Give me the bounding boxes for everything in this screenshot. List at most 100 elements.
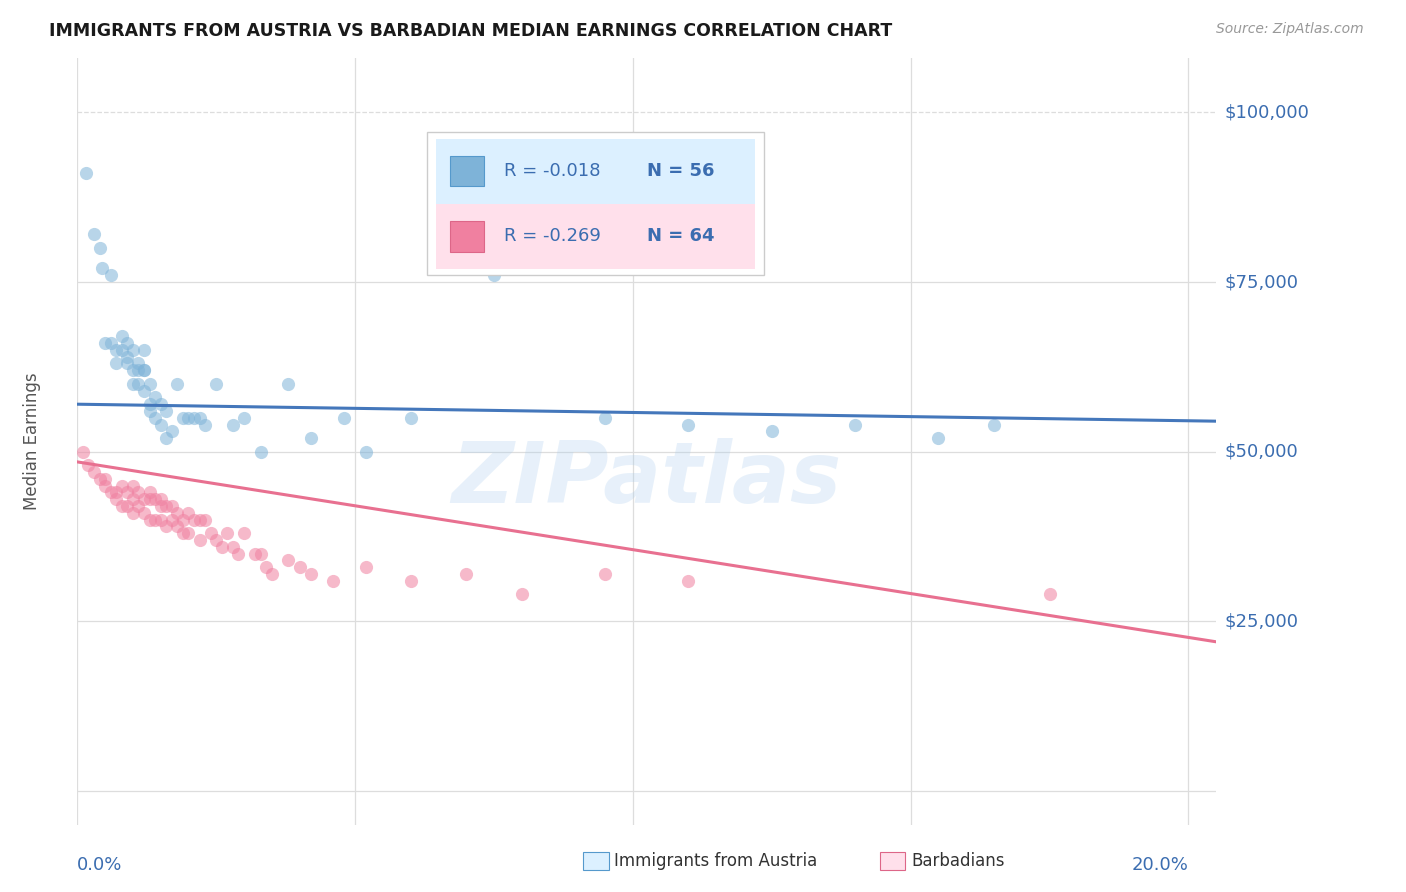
Point (105, 356, 128, 370)
Point (678, 574, 700, 588)
Point (183, 410, 205, 425)
Point (160, 513, 183, 527)
Point (127, 356, 149, 370)
Point (149, 397, 172, 411)
Point (1038, 587, 1060, 601)
Point (277, 376, 299, 391)
Point (354, 560, 377, 574)
Point (83, 227, 105, 242)
Point (277, 553, 299, 567)
Point (243, 547, 266, 561)
Point (132, 363, 155, 377)
Point (761, 425, 783, 439)
Point (138, 485, 160, 500)
Point (122, 492, 145, 507)
Text: $75,000: $75,000 (1225, 273, 1299, 291)
Point (177, 410, 200, 425)
Point (143, 492, 166, 507)
Point (117, 499, 139, 513)
FancyBboxPatch shape (436, 138, 755, 203)
Point (143, 391, 166, 405)
Point (188, 533, 211, 547)
Point (299, 431, 322, 445)
Point (127, 485, 149, 500)
Point (172, 513, 194, 527)
Point (188, 410, 211, 425)
Point (211, 540, 233, 554)
Point (117, 356, 139, 370)
Point (100, 336, 122, 351)
Point (155, 431, 177, 445)
Text: Source: ZipAtlas.com: Source: ZipAtlas.com (1216, 22, 1364, 37)
Point (132, 506, 155, 520)
Point (217, 526, 239, 541)
Point (399, 574, 422, 588)
Point (155, 404, 177, 418)
Text: 0.0%: 0.0% (77, 855, 122, 873)
Text: IMMIGRANTS FROM AUSTRIA VS BARBADIAN MEDIAN EARNINGS CORRELATION CHART: IMMIGRANTS FROM AUSTRIA VS BARBADIAN MED… (49, 22, 893, 40)
Point (75, 166, 97, 180)
Point (117, 350, 139, 364)
Point (111, 499, 134, 513)
Point (354, 444, 377, 458)
Text: Barbadians: Barbadians (911, 852, 1005, 870)
Text: $50,000: $50,000 (1225, 442, 1298, 461)
Point (482, 268, 505, 283)
Point (83, 465, 105, 479)
Point (138, 376, 160, 391)
Point (249, 444, 271, 458)
Point (160, 499, 183, 513)
Point (177, 506, 200, 520)
Point (89, 241, 111, 255)
Point (127, 499, 149, 513)
Point (132, 363, 155, 377)
Point (288, 560, 311, 574)
Point (105, 343, 128, 357)
Point (117, 336, 139, 351)
Point (194, 417, 217, 432)
Point (228, 547, 250, 561)
Point (172, 526, 194, 541)
Point (166, 519, 188, 533)
Point (983, 417, 1005, 432)
Point (177, 526, 200, 541)
Text: R = -0.269: R = -0.269 (505, 227, 602, 245)
Point (299, 566, 322, 581)
Text: R = -0.018: R = -0.018 (505, 162, 600, 180)
Text: ZIPatlas: ZIPatlas (451, 438, 842, 522)
Point (149, 513, 172, 527)
Point (72, 444, 94, 458)
Text: N = 64: N = 64 (647, 227, 714, 245)
Point (138, 397, 160, 411)
Point (927, 431, 949, 445)
Point (249, 547, 271, 561)
Point (166, 376, 188, 391)
Point (143, 513, 166, 527)
Point (89, 472, 111, 486)
Point (100, 485, 122, 500)
Point (132, 343, 155, 357)
FancyBboxPatch shape (450, 221, 484, 252)
Point (678, 417, 700, 432)
Point (149, 492, 172, 507)
Point (111, 329, 134, 343)
Point (122, 343, 145, 357)
Point (122, 506, 145, 520)
Point (132, 492, 155, 507)
Point (222, 417, 245, 432)
Point (160, 425, 183, 439)
Point (117, 485, 139, 500)
Point (155, 499, 177, 513)
Point (77, 458, 100, 473)
Point (183, 513, 205, 527)
Point (593, 566, 616, 581)
Point (149, 499, 172, 513)
Text: $25,000: $25,000 (1225, 613, 1299, 631)
Point (333, 410, 356, 425)
Point (188, 513, 211, 527)
Point (111, 478, 134, 492)
Point (456, 566, 478, 581)
Text: 20.0%: 20.0% (1132, 855, 1188, 873)
Point (166, 506, 188, 520)
Point (149, 417, 172, 432)
